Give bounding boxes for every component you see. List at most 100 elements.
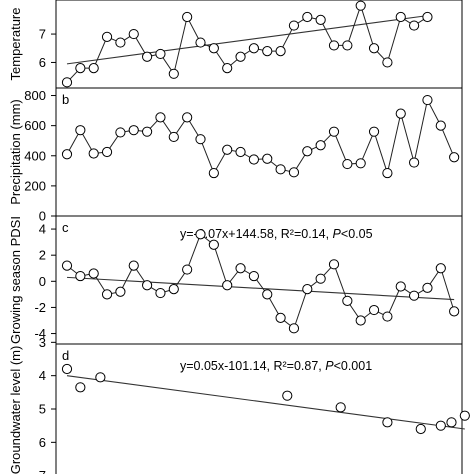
panel-b-point [182,112,193,123]
panel-c-point [168,284,179,295]
panel-b-ticks: 0 200 400 600 800 [24,88,56,224]
panel-b-point [449,152,460,163]
panel-a-point [142,51,153,62]
panel-d-ytick-label: 4 [39,368,46,383]
panel-c-ytick-label: 0 [39,274,46,289]
panel-a-point [342,40,353,51]
panel-a-point [222,63,233,74]
panel-b-point [115,127,126,138]
panel-c-series-line [66,233,455,330]
panel-c-point [355,315,366,326]
panel-b-point [275,164,286,175]
panel-b-point [128,125,139,136]
panel-c-point [262,289,273,300]
panel-c-ytick-label: -4 [34,326,46,341]
panel-a-trendline [66,15,428,65]
panel-a-point [168,68,179,79]
panel-c-point [422,282,433,293]
panel-b-point [435,120,446,131]
panel-a-point [422,11,433,23]
panel-a-point [262,45,273,57]
panel-c: c y=-0.07x+144.58, R²=0.14, P<0.05 -4 -2 0… [8,215,463,345]
panel-b-point [355,158,366,169]
panel-d-point [459,410,470,421]
panel-c-letter: c [62,220,69,235]
panel-d-point [415,423,426,435]
panel-b-point [101,146,113,158]
panel-d-ticks: 3 4 5 6 7 [39,335,56,474]
panel-b-point [248,154,259,165]
panel-b-point [328,126,340,137]
panel-b-point [155,112,166,123]
panel-a-series-line [66,4,428,83]
panel-b-letter: b [62,92,69,107]
panel-c-point [435,263,446,274]
panel-a-point [128,28,139,40]
panel-c-equation: y=-0.07x+144.58, R²=0.14, P<0.05 [180,227,373,241]
panel-c-point [88,268,99,279]
panel-d-point [335,402,346,413]
panel-d-point [75,382,86,393]
panel-b-point [168,131,179,143]
panel-a-point [195,37,206,48]
panel-a-point [115,37,126,48]
panel-d-point [95,372,106,383]
panel-c-point [409,290,420,301]
panel-c-point [382,311,393,322]
panel-a-marks [61,0,433,88]
panel-a-point [382,57,393,68]
panel-c-point [208,239,219,250]
panel-a-point [368,43,380,54]
panel-b-series-line [66,98,455,175]
panel-c-point [449,306,460,317]
panel-c-ylabel: Growing season PDSI [8,216,23,344]
panel-a-ytick-label: 6 [39,55,46,70]
panel-c-point [182,264,193,275]
panel-b-point [61,149,73,160]
panel-c-point [155,287,166,299]
panel-d: d y=0.05x-101.14, R²=0.87, P<0.001 3 4 5 6 7… [8,335,470,474]
panel-d-ytick-label: 6 [39,435,46,450]
panel-a-point [355,0,366,11]
panel-b-point [208,167,219,179]
panel-a-point [275,45,286,57]
panel-d-point [382,417,393,428]
panel-b: b 0 200 400 600 800 Precipitation (mm) [8,87,463,224]
panel-c-point [302,284,313,295]
panel-d-ytick-label: 7 [39,468,46,474]
panel-b-frame [55,87,463,217]
panel-b-point [75,125,86,136]
panel-b-point [382,167,393,179]
panel-c-point [368,304,380,316]
panel-a-point [235,51,246,62]
panel-a-point [248,43,259,54]
panel-c-point [222,280,233,291]
panel-c-point [395,281,406,292]
panel-d-ytick-label: 3 [39,335,46,350]
panel-a-ticks: 67 [39,27,56,70]
panel-b-ytick-label: 800 [24,88,46,103]
panel-a-point [409,20,420,31]
panel-a-point [328,40,340,51]
panel-b-point [288,167,300,178]
panel-b-point [195,134,206,145]
panel-a-point [155,48,166,60]
panel-b-point [368,126,380,137]
panel-b-ytick-label: 400 [24,148,46,163]
panel-a-point [182,11,193,23]
panel-a-point [208,43,219,54]
panel-d-marks [61,363,470,435]
panel-b-point [302,146,313,157]
panel-c-point [315,273,326,284]
panel-a-point [302,11,313,23]
panel-c-point [342,295,353,306]
panel-b-point [422,94,433,106]
panel-c-point [288,323,300,334]
panel-b-point [235,146,246,158]
panel-b-point [222,144,233,155]
panel-c-point [115,286,126,297]
panel-c-trendline [66,276,455,301]
panel-a-point [315,14,326,25]
panel-c-point [235,263,246,274]
